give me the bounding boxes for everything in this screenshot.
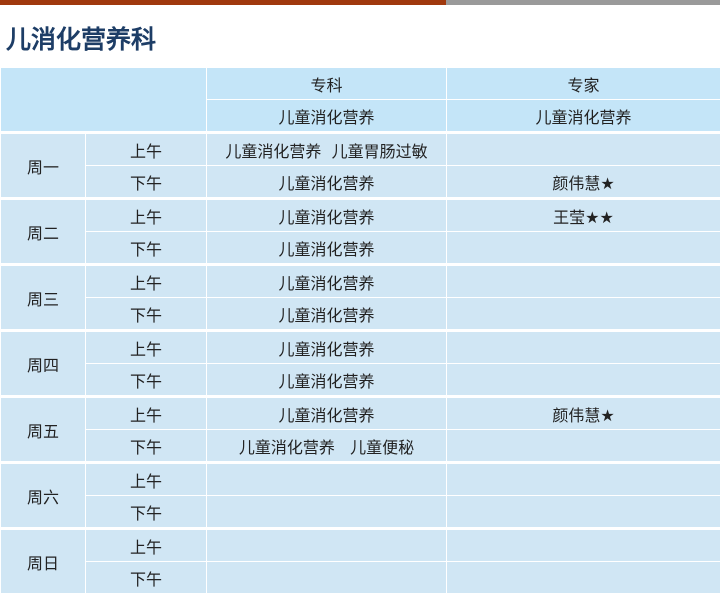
specialty-cell: 儿童消化营养 儿童胃肠过敏 xyxy=(206,131,447,166)
period-cell: 下午 xyxy=(85,561,207,594)
period-cell: 下午 xyxy=(85,495,207,529)
day-cell: 周二 xyxy=(0,197,86,265)
specialty-cell: 儿童消化营养 xyxy=(206,395,447,430)
expert-cell xyxy=(446,429,720,463)
specialty-cell xyxy=(206,561,447,594)
header-expert: 专家 xyxy=(446,67,720,100)
header-specialty: 专科 xyxy=(206,67,447,100)
table-row: 下午 xyxy=(1,495,720,529)
expert-cell: 颜伟慧★ xyxy=(446,165,720,199)
expert-cell xyxy=(446,263,720,298)
header-corner xyxy=(0,67,207,133)
specialty-cell xyxy=(206,461,447,496)
day-cell: 周五 xyxy=(0,395,86,463)
expert-cell xyxy=(446,329,720,364)
table-row: 周二 上午 儿童消化营养 王莹★★ xyxy=(0,197,720,265)
specialty-cell: 儿童消化营养 xyxy=(206,197,447,232)
table-row: 下午 儿童消化营养 xyxy=(1,363,720,397)
period-cell: 下午 xyxy=(85,165,207,199)
table-row: 下午 xyxy=(1,561,720,594)
top-accent-bar xyxy=(0,0,720,5)
expert-cell: 颜伟慧★ xyxy=(446,395,720,430)
day-cell: 周日 xyxy=(0,527,86,594)
expert-cell xyxy=(446,231,720,265)
specialty-cell xyxy=(206,495,447,529)
period-cell: 下午 xyxy=(85,297,207,331)
specialty-cell: 儿童消化营养 xyxy=(206,165,447,199)
day-cell: 周六 xyxy=(0,461,86,529)
period-cell: 下午 xyxy=(85,363,207,397)
table-row: 下午 儿童消化营养 xyxy=(1,297,720,331)
specialty-cell xyxy=(206,527,447,562)
specialty-cell: 儿童消化营养 xyxy=(206,231,447,265)
expert-cell: 王莹★★ xyxy=(446,197,720,232)
table-row: 下午 儿童消化营养 xyxy=(1,231,720,265)
table-row: 周五 上午 儿童消化营养 颜伟慧★ xyxy=(0,395,720,463)
table-row: 下午 儿童消化营养 颜伟慧★ xyxy=(1,165,720,199)
day-cell: 周四 xyxy=(0,329,86,397)
period-cell: 上午 xyxy=(85,197,207,232)
expert-cell xyxy=(446,527,720,562)
period-cell: 上午 xyxy=(85,395,207,430)
expert-cell xyxy=(446,461,720,496)
schedule-table: 专科 专家 儿童消化营养 儿童消化营养 周一 上午 儿童消化营养 儿童胃肠过敏 下午儿… xyxy=(0,67,720,594)
table-row: 周六 上午 xyxy=(0,461,720,529)
expert-cell xyxy=(446,297,720,331)
specialty-cell: 儿童消化营养 xyxy=(206,329,447,364)
period-cell: 上午 xyxy=(85,131,207,166)
table-row: 周三 上午 儿童消化营养 xyxy=(0,263,720,331)
expert-cell xyxy=(446,561,720,594)
table-row: 周一 上午 儿童消化营养 儿童胃肠过敏 xyxy=(0,131,720,199)
period-cell: 上午 xyxy=(85,329,207,364)
day-cell: 周三 xyxy=(0,263,86,331)
page-title: 儿消化营养科 xyxy=(6,25,157,54)
specialty-cell: 儿童消化营养 xyxy=(206,263,447,298)
table-row: 下午 儿童消化营养 儿童便秘 xyxy=(1,429,720,463)
specialty-cell: 儿童消化营养 xyxy=(206,363,447,397)
period-cell: 上午 xyxy=(85,527,207,562)
day-cell: 周一 xyxy=(0,131,86,199)
table-row: 周日 上午 xyxy=(0,527,720,594)
period-cell: 下午 xyxy=(85,429,207,463)
header-specialty-sub: 儿童消化营养 xyxy=(206,99,447,133)
expert-cell xyxy=(446,131,720,166)
specialty-cell: 儿童消化营养 xyxy=(206,297,447,331)
header-expert-sub: 儿童消化营养 xyxy=(446,99,720,133)
period-cell: 上午 xyxy=(85,263,207,298)
expert-cell xyxy=(446,495,720,529)
period-cell: 上午 xyxy=(85,461,207,496)
table-row: 周四 上午 儿童消化营养 xyxy=(0,329,720,397)
period-cell: 下午 xyxy=(85,231,207,265)
header-row: 专科 专家 xyxy=(0,67,720,133)
expert-cell xyxy=(446,363,720,397)
specialty-cell: 儿童消化营养 儿童便秘 xyxy=(206,429,447,463)
header-sub-row: 儿童消化营养 儿童消化营养 xyxy=(1,99,720,133)
